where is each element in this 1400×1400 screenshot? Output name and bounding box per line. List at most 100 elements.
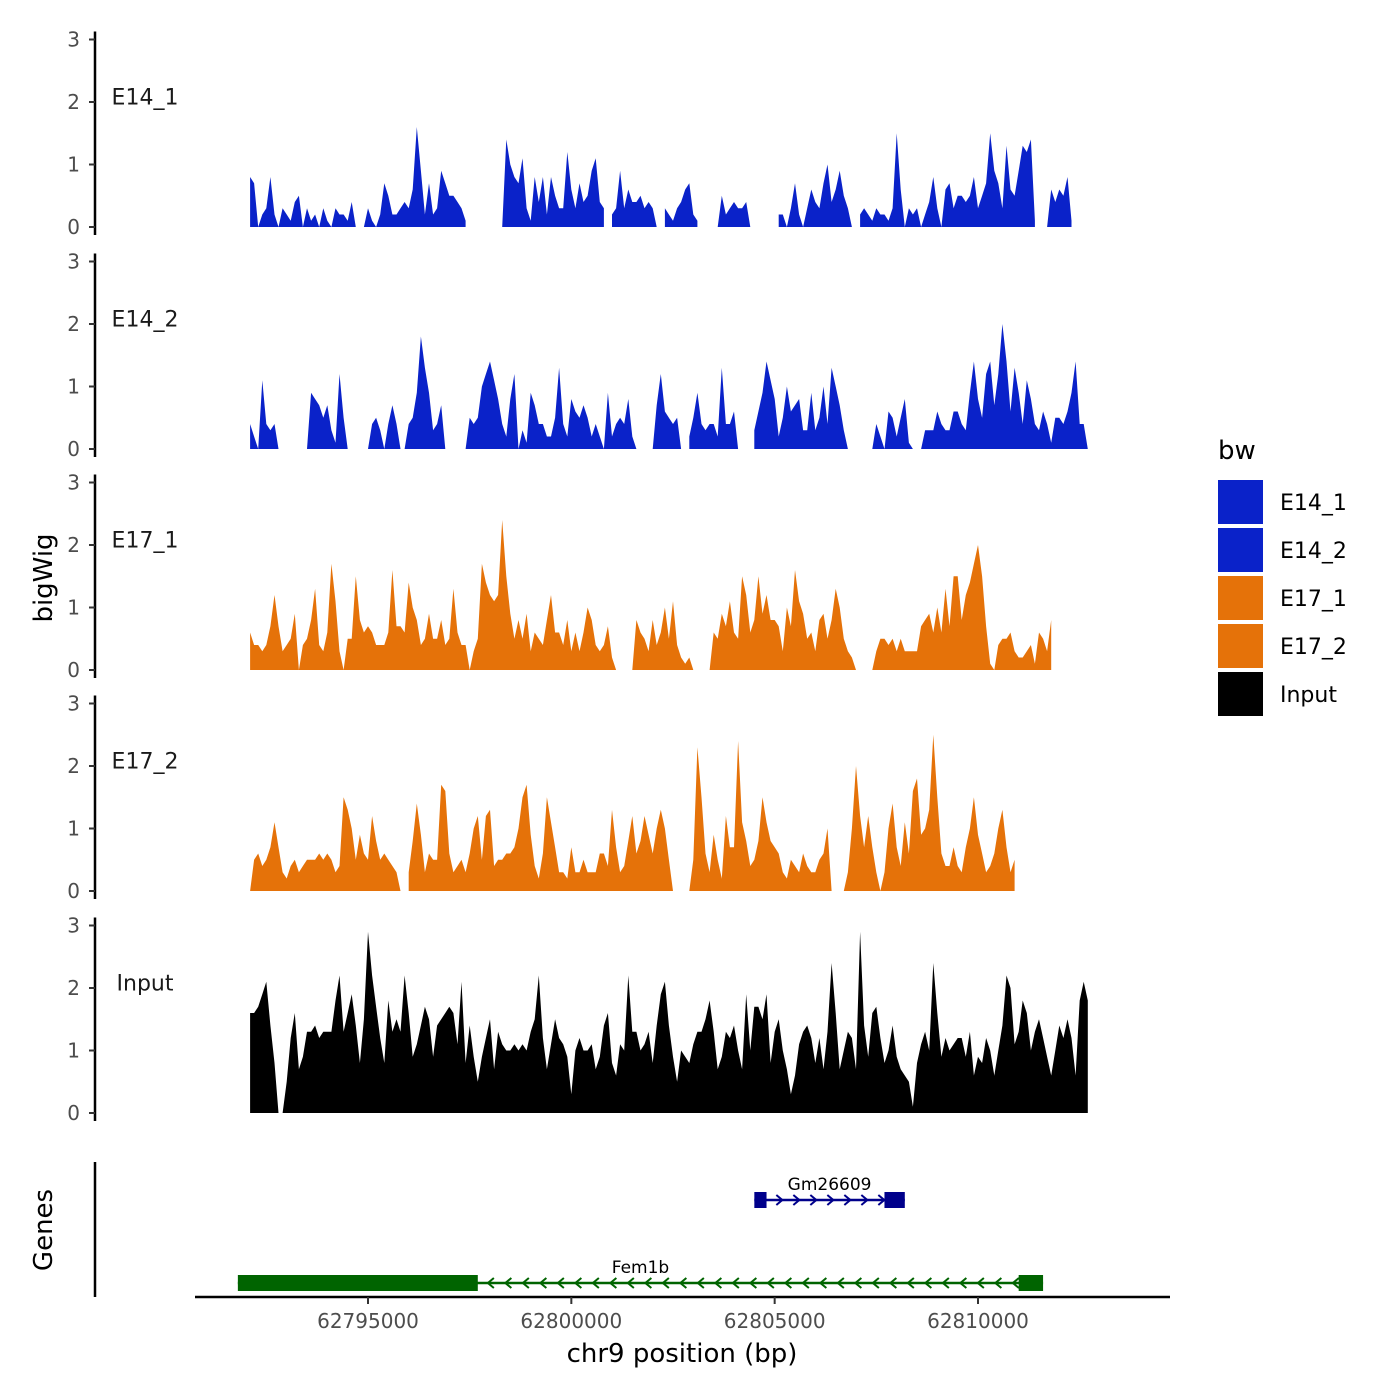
strand-arrow — [521, 1277, 530, 1289]
strand-arrow — [877, 1194, 886, 1206]
x-axis-title: chr9 position (bp) — [567, 1339, 798, 1369]
coverage-area — [754, 361, 848, 449]
legend-swatch — [1218, 576, 1263, 620]
legend: bw E14_1 E14_2 E17_1 E17_2 Input — [1218, 436, 1347, 716]
coverage-area — [307, 374, 348, 449]
y-tick-label: 2 — [67, 754, 80, 778]
coverage-area — [664, 183, 698, 227]
strand-arrow — [591, 1277, 600, 1289]
legend-swatch — [1218, 480, 1263, 524]
exon-block — [754, 1192, 767, 1208]
strand-arrow — [538, 1277, 548, 1289]
coverage-area — [709, 570, 856, 670]
strand-arrow — [941, 1277, 950, 1289]
strand-arrow — [643, 1277, 653, 1289]
gene-panel: Genes Gm26609 Fem1b — [29, 1162, 1044, 1297]
strand-arrow — [661, 1277, 670, 1289]
coverage-area — [250, 380, 279, 449]
strand-arrow — [843, 1194, 852, 1206]
legend-title: bw — [1218, 436, 1256, 466]
strand-arrow — [1011, 1277, 1020, 1289]
coverage-area — [778, 164, 852, 227]
y-tick-label: 2 — [67, 976, 80, 1000]
legend-label: E14_1 — [1280, 491, 1347, 516]
track-label: E14_1 — [112, 85, 179, 110]
gene-Fem1b: Fem1b — [237, 1258, 1044, 1291]
track-label: E14_2 — [112, 307, 179, 332]
gene-label: Gm26609 — [788, 1175, 872, 1195]
y-tick-label: 2 — [67, 533, 80, 557]
bigwig-tracks: 0 1 2 3 E14_1 0 1 2 3 E14_2 0 1 2 3 E17_1 0 1 2 3 E17_2 0 1 2 3… — [67, 28, 1088, 1125]
y-tick-label: 0 — [67, 215, 80, 239]
x-tick-label: 62795000 — [317, 1309, 419, 1333]
strand-arrow — [731, 1277, 740, 1289]
coverage-area — [689, 741, 832, 891]
strand-arrow — [775, 1194, 784, 1206]
y-tick-label: 1 — [67, 375, 80, 399]
track-Input: 0 1 2 3 Input — [67, 914, 1088, 1125]
track-label: Input — [117, 971, 174, 996]
track-E14_2: 0 1 2 3 E14_2 — [67, 250, 1088, 461]
coverage-area — [250, 931, 1088, 1113]
strand-arrow — [503, 1277, 513, 1289]
y-tick-label: 2 — [67, 312, 80, 336]
legend-label: E14_2 — [1280, 539, 1347, 564]
y-tick-label: 1 — [67, 596, 80, 620]
x-tick-label: 62800000 — [520, 1309, 622, 1333]
y-tick-label: 3 — [67, 28, 80, 52]
y-tick-label: 2 — [67, 90, 80, 114]
strand-arrow — [958, 1277, 968, 1289]
y-axis-title: bigWig — [29, 533, 59, 622]
legend-label: E17_2 — [1280, 635, 1347, 660]
track-label: E17_1 — [112, 528, 179, 553]
strand-arrow — [556, 1277, 565, 1289]
legend-swatch — [1218, 528, 1263, 572]
strand-arrow — [573, 1277, 583, 1289]
exon-block — [1018, 1275, 1044, 1291]
coverage-area — [860, 133, 1035, 227]
strand-arrow — [809, 1194, 818, 1206]
coverage-area — [717, 195, 751, 227]
y-tick-label: 1 — [67, 817, 80, 841]
strand-arrow — [783, 1277, 793, 1289]
y-tick-label: 1 — [67, 153, 80, 177]
gene-panel-title: Genes — [29, 1189, 59, 1271]
strand-arrow — [836, 1277, 845, 1289]
y-tick-label: 3 — [67, 250, 80, 274]
strand-arrow — [713, 1277, 723, 1289]
exon-block — [237, 1275, 478, 1291]
strand-arrow — [853, 1277, 863, 1289]
coverage-area — [612, 170, 657, 227]
coverage-area — [250, 177, 356, 227]
legend-label: Input — [1280, 683, 1337, 708]
coverage-area — [872, 545, 1052, 670]
coverage-area — [250, 520, 617, 670]
strand-arrow — [923, 1277, 933, 1289]
y-tick-label: 3 — [67, 692, 80, 716]
strand-arrow — [626, 1277, 635, 1289]
strand-arrow — [748, 1277, 758, 1289]
coverage-area — [363, 127, 466, 227]
x-tick-label: 62805000 — [724, 1309, 826, 1333]
coverage-area — [250, 797, 401, 891]
gene-Gm26609: Gm26609 — [754, 1175, 905, 1208]
track-E14_1: 0 1 2 3 E14_1 — [67, 28, 1072, 239]
strand-arrow — [976, 1277, 985, 1289]
strand-arrow — [608, 1277, 618, 1289]
exon-block — [884, 1192, 905, 1208]
legend-swatch — [1218, 624, 1263, 668]
gene-label: Fem1b — [612, 1258, 669, 1278]
y-tick-label: 0 — [67, 658, 80, 682]
strand-arrow — [801, 1277, 810, 1289]
strand-arrow — [826, 1194, 835, 1206]
y-tick-label: 0 — [67, 1101, 80, 1125]
strand-arrow — [993, 1277, 1003, 1289]
strand-arrow — [766, 1277, 775, 1289]
strand-arrow — [871, 1277, 880, 1289]
strand-arrow — [860, 1194, 869, 1206]
coverage-area — [921, 324, 1088, 449]
x-tick-label: 62810000 — [927, 1309, 1029, 1333]
y-tick-label: 3 — [67, 471, 80, 495]
strand-arrow — [818, 1277, 828, 1289]
strand-arrow — [696, 1277, 705, 1289]
